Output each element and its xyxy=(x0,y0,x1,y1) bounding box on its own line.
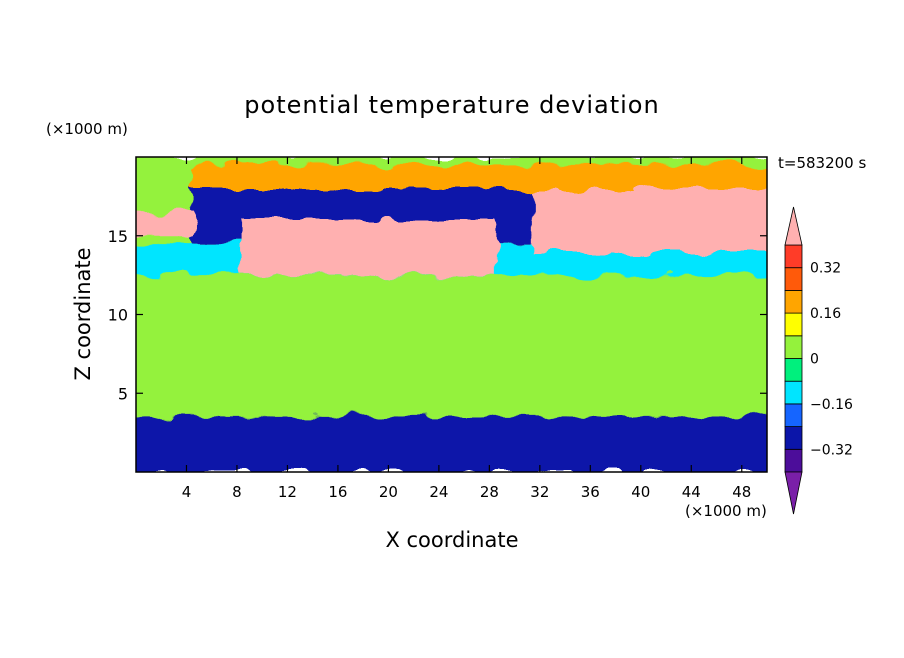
y-tick-label: 15 xyxy=(108,227,128,246)
y-tick-label: 5 xyxy=(118,384,128,403)
time-label: t=583200 s xyxy=(778,154,866,172)
y-unit-label: (×1000 m) xyxy=(46,120,128,138)
x-unit-label: (×1000 m) xyxy=(685,502,767,520)
chart-title: potential temperature deviation xyxy=(244,91,659,119)
x-tick-label: 28 xyxy=(480,483,499,501)
colorbar-tick-label: 0.32 xyxy=(810,261,841,277)
colorbar-tick-label: −0.32 xyxy=(810,442,853,458)
colorbar: 0.32 0.16 0 −0.16 −0.32 xyxy=(784,206,853,515)
x-axis-label: X coordinate xyxy=(385,528,518,552)
y-axis: 5 10 15 xyxy=(108,227,767,403)
field-region xyxy=(241,220,498,276)
colorbar-box xyxy=(784,403,803,427)
colorbar-box xyxy=(784,426,803,450)
x-tick-label: 40 xyxy=(631,483,650,501)
field-region xyxy=(136,330,767,417)
colorbar-box xyxy=(784,448,803,473)
colorbar-tick-label: 0 xyxy=(810,352,819,368)
x-tick-label: 4 xyxy=(182,483,192,501)
y-tick-label: 10 xyxy=(108,306,128,325)
colorbar-box xyxy=(784,244,803,269)
colorbar-box xyxy=(784,267,803,291)
x-axis: 4 8 12 16 20 24 28 32 36 40 44 48 xyxy=(182,157,751,501)
x-tick-label: 44 xyxy=(682,483,701,501)
x-tick-label: 16 xyxy=(328,483,347,501)
x-tick-label: 12 xyxy=(278,483,297,501)
colorbar-box xyxy=(784,289,803,314)
x-tick-label: 36 xyxy=(581,483,600,501)
colorbar-tick-label: 0.16 xyxy=(810,306,841,322)
x-tick-label: 48 xyxy=(732,483,751,501)
x-tick-label: 20 xyxy=(379,483,398,501)
field-region xyxy=(136,212,195,236)
y-axis-label: Z coordinate xyxy=(71,247,95,380)
colorbar-tick-label: −0.16 xyxy=(810,397,853,413)
x-tick-label: 8 xyxy=(232,483,242,501)
colorbar-box xyxy=(784,358,803,382)
field-region xyxy=(531,188,767,252)
x-tick-label: 24 xyxy=(429,483,448,501)
colorbar-box xyxy=(784,380,803,405)
x-tick-label: 32 xyxy=(530,483,549,501)
colorbar-min-triangle xyxy=(784,471,803,515)
colorbar-box xyxy=(784,335,803,359)
colorbar-box xyxy=(784,312,803,337)
field-region xyxy=(136,416,767,472)
field-layer xyxy=(136,157,767,472)
colorbar-max-triangle xyxy=(784,206,803,246)
